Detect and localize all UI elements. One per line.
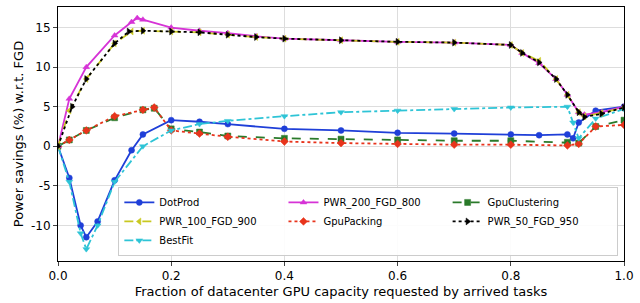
svg-text:PWR_50_FGD_950: PWR_50_FGD_950 [488,216,579,228]
svg-text:0.4: 0.4 [275,269,294,283]
svg-text:DotProd: DotProd [159,197,199,208]
svg-text:1.0: 1.0 [614,269,633,283]
svg-text:GpuClustering: GpuClustering [488,197,559,208]
svg-text:0.2: 0.2 [162,269,181,283]
svg-text:Power savings (%) w.r.t. FGD: Power savings (%) w.r.t. FGD [11,41,26,227]
svg-text:Fraction of datacenter GPU cap: Fraction of datacenter GPU capacity requ… [135,284,548,299]
svg-text:10: 10 [35,60,50,74]
svg-text:0: 0 [43,139,51,153]
svg-text:BestFit: BestFit [159,235,193,246]
svg-text:0.6: 0.6 [388,269,407,283]
svg-text:5: 5 [43,100,51,114]
svg-text:PWR_200_FGD_800: PWR_200_FGD_800 [323,197,420,209]
svg-text:-10: -10 [31,219,51,233]
svg-text:GpuPacking: GpuPacking [323,216,382,227]
svg-text:PWR_100_FGD_900: PWR_100_FGD_900 [159,216,256,228]
svg-text:0.0: 0.0 [48,269,67,283]
svg-text:0.8: 0.8 [501,269,520,283]
svg-text:15: 15 [35,21,50,35]
svg-text:-5: -5 [39,179,51,193]
